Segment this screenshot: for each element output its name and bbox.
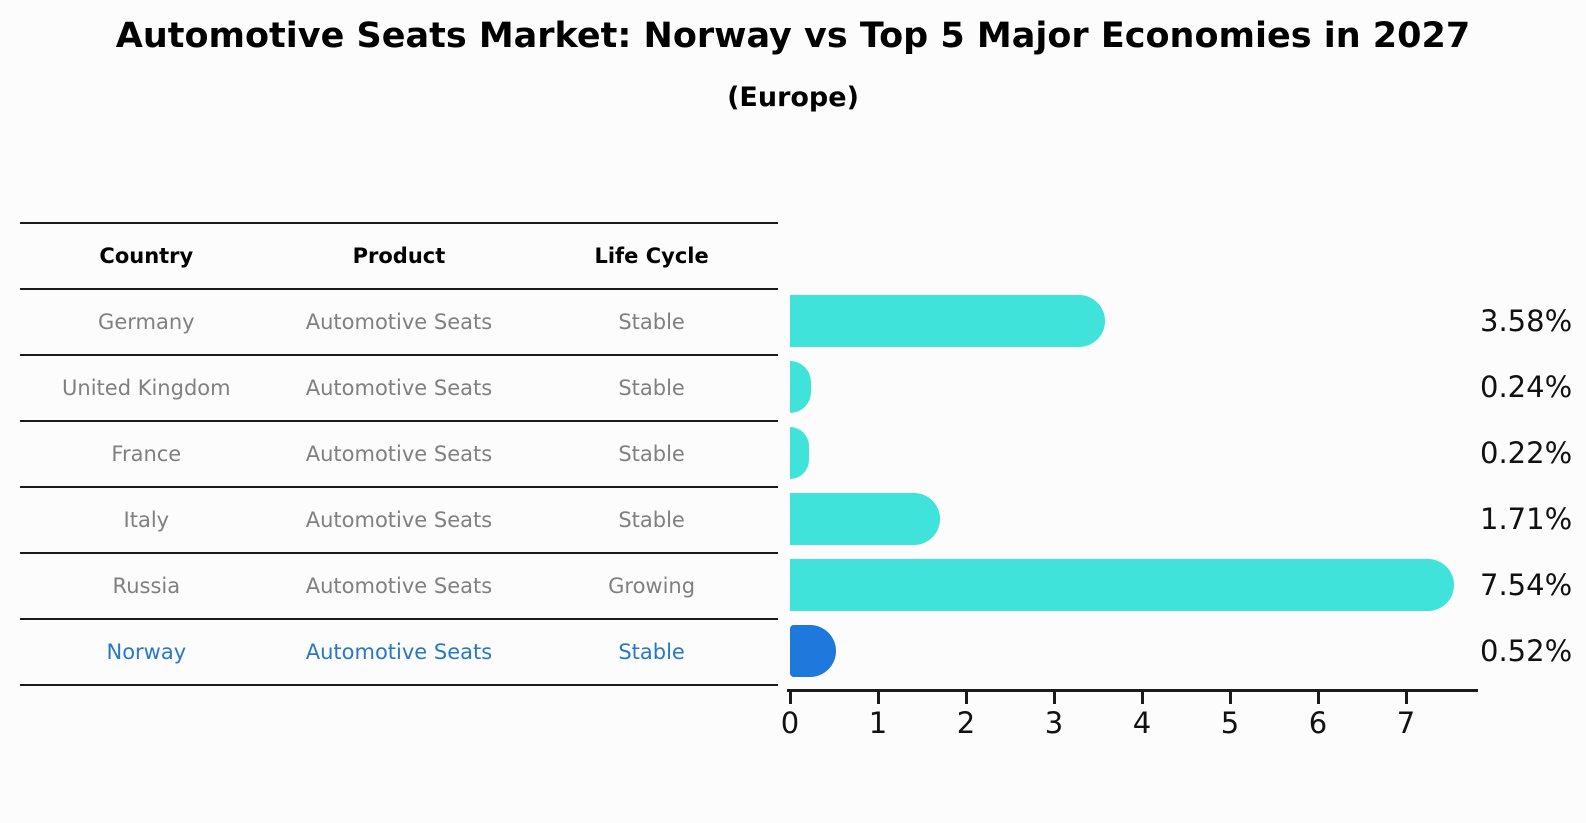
x-tick <box>877 692 880 704</box>
table-row-italy: Italy Automotive Seats Stable <box>20 486 778 552</box>
cell-country: Russia <box>112 574 181 598</box>
value-label-russia: 7.54% <box>1480 568 1573 602</box>
bar-france <box>790 427 810 479</box>
cell-product: Automotive Seats <box>305 442 493 466</box>
table-header-row: Country Product Life Cycle <box>20 222 778 288</box>
value-labels: 3.58% 0.24% 0.22% 1.71% 7.54% 0.52% <box>1480 288 1586 684</box>
bar-norway-highlight <box>790 625 836 677</box>
cell-country: Italy <box>123 508 170 532</box>
cell-product: Automotive Seats <box>305 508 493 532</box>
x-tick-label: 6 <box>1308 706 1328 740</box>
table-row-norway: Norway Automotive Seats Stable <box>20 618 778 684</box>
x-tick-label: 3 <box>1044 706 1064 740</box>
table-row-russia: Russia Automotive Seats Growing <box>20 552 778 618</box>
table-row-united-kingdom: United Kingdom Automotive Seats Stable <box>20 354 778 420</box>
cell-country: France <box>111 442 182 466</box>
value-label-united-kingdom: 0.24% <box>1480 370 1573 404</box>
x-tick <box>1317 692 1320 704</box>
cell-life-cycle: Stable <box>618 376 685 400</box>
cell-life-cycle: Stable <box>618 640 685 664</box>
cell-country: Germany <box>98 310 195 334</box>
cell-product: Automotive Seats <box>305 376 493 400</box>
x-tick <box>1053 692 1056 704</box>
x-tick-label: 5 <box>1220 706 1240 740</box>
col-header-product: Product <box>352 244 446 268</box>
chart-title: Automotive Seats Market: Norway vs Top 5… <box>115 16 1471 56</box>
data-table: Country Product Life Cycle Germany Autom… <box>20 222 778 686</box>
bar-germany <box>790 295 1106 347</box>
x-tick-label: 1 <box>868 706 888 740</box>
x-tick-label: 2 <box>956 706 976 740</box>
cell-life-cycle: Stable <box>618 310 685 334</box>
cell-life-cycle: Stable <box>618 508 685 532</box>
cell-country: Norway <box>106 640 187 664</box>
x-tick <box>1141 692 1144 704</box>
value-label-france: 0.22% <box>1480 436 1573 470</box>
x-tick <box>965 692 968 704</box>
x-tick <box>1405 692 1408 704</box>
x-axis-line <box>787 689 1478 692</box>
cell-product: Automotive Seats <box>305 310 493 334</box>
value-label-germany: 3.58% <box>1480 304 1573 338</box>
bar-russia <box>790 559 1454 611</box>
bar-united-kingdom <box>790 361 812 413</box>
value-label-norway: 0.52% <box>1480 634 1573 668</box>
cell-product: Automotive Seats <box>305 640 493 664</box>
bar-italy <box>790 493 941 545</box>
col-header-country: Country <box>99 244 194 268</box>
x-tick <box>1229 692 1232 704</box>
value-label-italy: 1.71% <box>1480 502 1573 536</box>
cell-country: United Kingdom <box>62 376 231 400</box>
x-tick-label: 4 <box>1132 706 1152 740</box>
x-tick-label: 7 <box>1396 706 1416 740</box>
x-axis-ticks: 0 1 2 3 4 5 6 7 <box>781 692 1490 752</box>
x-tick <box>789 692 792 704</box>
cell-product: Automotive Seats <box>305 574 493 598</box>
cell-life-cycle: Stable <box>618 442 685 466</box>
x-tick-label: 0 <box>780 706 800 740</box>
cell-life-cycle: Growing <box>608 574 696 598</box>
table-row-germany: Germany Automotive Seats Stable <box>20 288 778 354</box>
col-header-life-cycle: Life Cycle <box>594 244 709 268</box>
bar-plot <box>790 288 1490 685</box>
chart-subtitle: (Europe) <box>727 82 859 113</box>
table-row-france: France Automotive Seats Stable <box>20 420 778 486</box>
